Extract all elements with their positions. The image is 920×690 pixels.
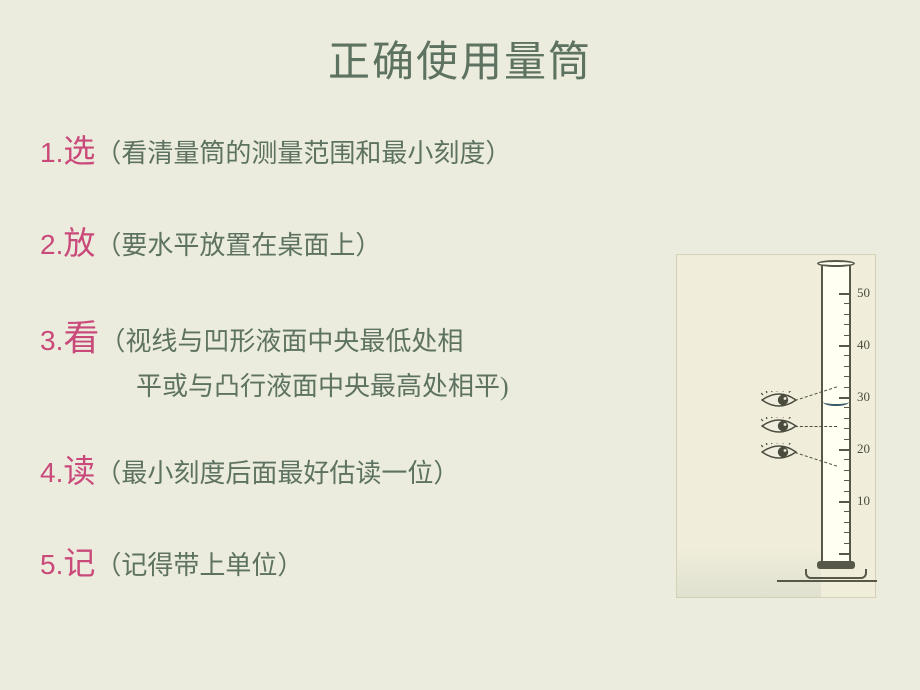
scale-tick <box>844 418 851 419</box>
scale-tick <box>844 532 851 533</box>
scale-tick <box>844 459 851 460</box>
sight-line <box>795 426 837 427</box>
step-num: 2. <box>40 229 63 260</box>
figure-shadow <box>677 547 821 597</box>
step-1: 1.选（看清量筒的测量范围和最小刻度） <box>40 127 880 175</box>
scale-tick <box>844 335 851 336</box>
step-3: 3.看（视线与凹形液面中央最低处相 平或与凸行液面中央最高处相平) <box>40 311 660 407</box>
scale-tick <box>844 355 851 356</box>
scale-tick <box>844 491 851 492</box>
scale-tick <box>844 324 851 325</box>
cylinder-figure: 50 40 30 20 10 <box>676 254 876 598</box>
page-title: 正确使用量筒 <box>40 28 880 89</box>
scale-tick <box>844 366 851 367</box>
scale-tick <box>839 501 851 503</box>
step-desc: （视线与凹形液面中央最低处相 <box>99 327 463 356</box>
scale-tick <box>844 511 851 512</box>
scale-tick <box>844 303 851 304</box>
scale-tick <box>844 407 851 408</box>
scale-tick <box>844 470 851 471</box>
step-desc: （看清量筒的测量范围和最小刻度） <box>95 139 511 168</box>
scale-tick <box>844 522 851 523</box>
eye-icon <box>761 443 797 461</box>
scale-label: 30 <box>857 389 870 405</box>
step-num: 3. <box>40 325 63 356</box>
eye-icon <box>761 417 797 435</box>
scale-tick <box>839 345 851 347</box>
scale-tick <box>844 376 851 377</box>
scale-tick <box>844 439 851 440</box>
step-num: 4. <box>40 457 63 488</box>
step-key: 选 <box>63 133 95 169</box>
scale-tick <box>839 553 851 555</box>
step-key: 放 <box>63 225 95 261</box>
eye-icon <box>761 391 797 409</box>
step-desc-line2: 平或与凸行液面中央最高处相平) <box>40 372 509 401</box>
scale-label: 20 <box>857 441 870 457</box>
scale-label: 40 <box>857 337 870 353</box>
step-num: 1. <box>40 137 63 168</box>
slide: 正确使用量筒 1.选（看清量筒的测量范围和最小刻度） 2.放（要水平放置在桌面上… <box>0 0 920 690</box>
step-num: 5. <box>40 549 63 580</box>
scale-tick <box>839 293 851 295</box>
cylinder-scale <box>821 263 851 563</box>
scale-tick <box>844 314 851 315</box>
scale-tick <box>844 387 851 388</box>
step-desc: （最小刻度后面最好估读一位） <box>95 459 459 488</box>
cylinder-base-lower <box>805 569 867 579</box>
step-key: 看 <box>63 318 99 358</box>
cylinder-base-upper <box>817 561 855 569</box>
step-desc: （要水平放置在桌面上） <box>95 231 381 260</box>
table-line <box>777 580 877 582</box>
scale-tick <box>839 449 851 451</box>
step-key: 记 <box>63 545 95 581</box>
scale-label: 10 <box>857 493 870 509</box>
scale-tick <box>844 428 851 429</box>
scale-tick <box>844 543 851 544</box>
step-key: 读 <box>63 453 95 489</box>
step-desc: （记得带上单位） <box>95 551 303 580</box>
scale-tick <box>844 480 851 481</box>
scale-label: 50 <box>857 285 870 301</box>
